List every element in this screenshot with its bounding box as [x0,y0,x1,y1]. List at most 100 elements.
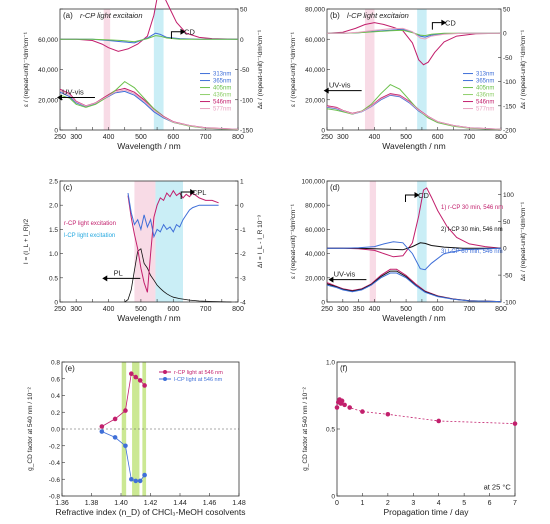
y-tick-label: 0 [54,300,58,307]
annotation: at 25 °C [484,482,512,491]
arrow-head [323,87,329,94]
x-axis-label: Wavelength / nm [382,141,445,151]
x-tick-label: 700 [464,306,476,313]
highlight-band [155,181,183,302]
data-point [137,378,143,383]
x-tick-label: 500 [135,134,147,141]
x-tick-label: 400 [103,306,115,313]
annotation: CD [445,19,456,28]
y-tick-label: 40,000 [305,251,325,258]
arrow [404,194,416,202]
x-axis-label: Wavelength / nm [117,313,180,323]
data-point [99,424,105,429]
series-line [60,0,239,52]
data-point [347,405,353,410]
y-right-tick-label: 0 [240,37,244,44]
plot-frame [326,180,502,303]
x-tick-label: 0 [335,500,339,507]
x-tick-label: 3 [411,500,415,507]
panel-label: (e) [65,364,75,373]
annotation: UV-vis [334,270,356,279]
y-tick-label: 60,000 [305,37,325,44]
data-point [142,383,147,388]
y-tick-label: 20,000 [305,275,325,282]
y-axis-label: ε / (repeat-unit)⁻¹dm³cm⁻¹ [290,203,297,279]
y-right-axis-label: ΔI = I_L - I_R 10⁻³ [257,214,264,268]
x-tick-label: 1.42 [144,500,158,507]
x-tick-label: 500 [135,306,147,313]
panel-title: r-CP light excitaion [80,11,143,20]
y-right-axis-label: Δε / (repeat-unit)⁻¹dm³cm⁻¹ [257,29,264,109]
y-tick-label: 60,000 [305,227,325,234]
data-point [133,374,139,380]
highlight-band [153,9,164,130]
y-right-tick-label: -100 [503,300,516,307]
x-tick-label: 4 [437,500,441,507]
arrow-head [441,19,447,26]
y-tick-label: 80,000 [305,203,325,210]
arrow [170,31,182,39]
panel-label: (f) [340,364,348,373]
series-line [326,272,502,303]
highlight-band [417,9,427,130]
series-line [60,35,238,43]
y-tick-label: 1.0 [326,360,335,367]
y-axis-label: ε / (repeat-unit)⁻¹dm³cm⁻¹ [23,31,30,107]
series-line [59,89,239,130]
panel-title: l-CP light excitaion [347,11,409,20]
x-tick-label: 800 [232,306,244,313]
series-line [326,94,502,130]
y-tick-label: -0.8 [49,494,61,501]
legend-label: 405nm [476,86,494,92]
x-tick-label: 6 [488,500,492,507]
legend-label: 313nm [213,72,231,78]
y-tick-label: 100,000 [302,179,326,186]
annotation: UV-vis [329,81,351,90]
panel-e: 1.36 1.38 1.40 1.42 1.44 1.46 1.48 -0.8 -0.6 -0.4… [27,360,246,518]
annotation: PL [114,268,123,277]
data-point [385,411,391,417]
x-tick-label: 1.36 [55,500,69,507]
y-right-axis-label: Δε / (repeat-unit)⁻¹dm³cm⁻¹ [520,201,527,281]
legend-label: 3) l-CP 60 min, 546 nm [441,249,503,255]
y-axis-label: I = (I_L + I_R)/2 [23,218,30,264]
y-right-tick-label: -2 [240,251,246,258]
data-point [142,472,147,478]
panel-c: 250 300 400 500 600 700 800 0 0.5 1.0 1.5 2.0 2.5 -4 -… [23,179,264,324]
highlight-band [142,362,147,496]
x-tick-label: 700 [200,134,212,141]
legend-label: r-CP light at 546 nm [174,370,223,376]
x-tick-label: 300 [70,134,82,141]
y-right-tick-label: -200 [503,128,516,135]
x-tick-label: 1 [360,500,364,507]
x-tick-label: 700 [200,306,212,313]
x-tick-label: 600 [167,306,179,313]
annotation: CPL [192,188,207,197]
x-axis-label: Wavelength / nm [382,313,445,323]
legend-label: 313nm [476,72,494,78]
series-line [326,93,502,130]
arrow-head [328,276,334,283]
highlight-band [103,9,111,130]
panel-f: 0 1 2 3 4 5 6 7 0 0.5 1.0 (f) at 25 °C Propagation ti… [302,360,518,517]
legend-marker [163,377,167,381]
y-tick-label: 0.8 [51,360,60,367]
x-tick-label: 300 [337,306,349,313]
legend-label: 546nm [213,100,231,106]
legend-label: l-CP light excitation [64,233,115,239]
x-tick-label: 250 [321,306,333,313]
data-point [137,478,143,484]
x-tick-label: 600 [432,134,444,141]
y-right-tick-label: -4 [240,300,246,307]
x-axis-label: Refractive index (n_D) of CHCl₃-MeOH cos… [55,507,245,517]
y-tick-label: 0.2 [51,410,60,417]
legend-label: 577nm [213,107,231,113]
data-point [129,371,134,377]
x-tick-label: 800 [232,134,244,141]
series-line [327,241,502,271]
y-right-tick-label: 0 [240,203,244,210]
data-point [334,405,340,410]
arrow [180,191,192,200]
x-tick-label: 300 [70,306,82,313]
x-tick-label: 400 [103,134,115,141]
